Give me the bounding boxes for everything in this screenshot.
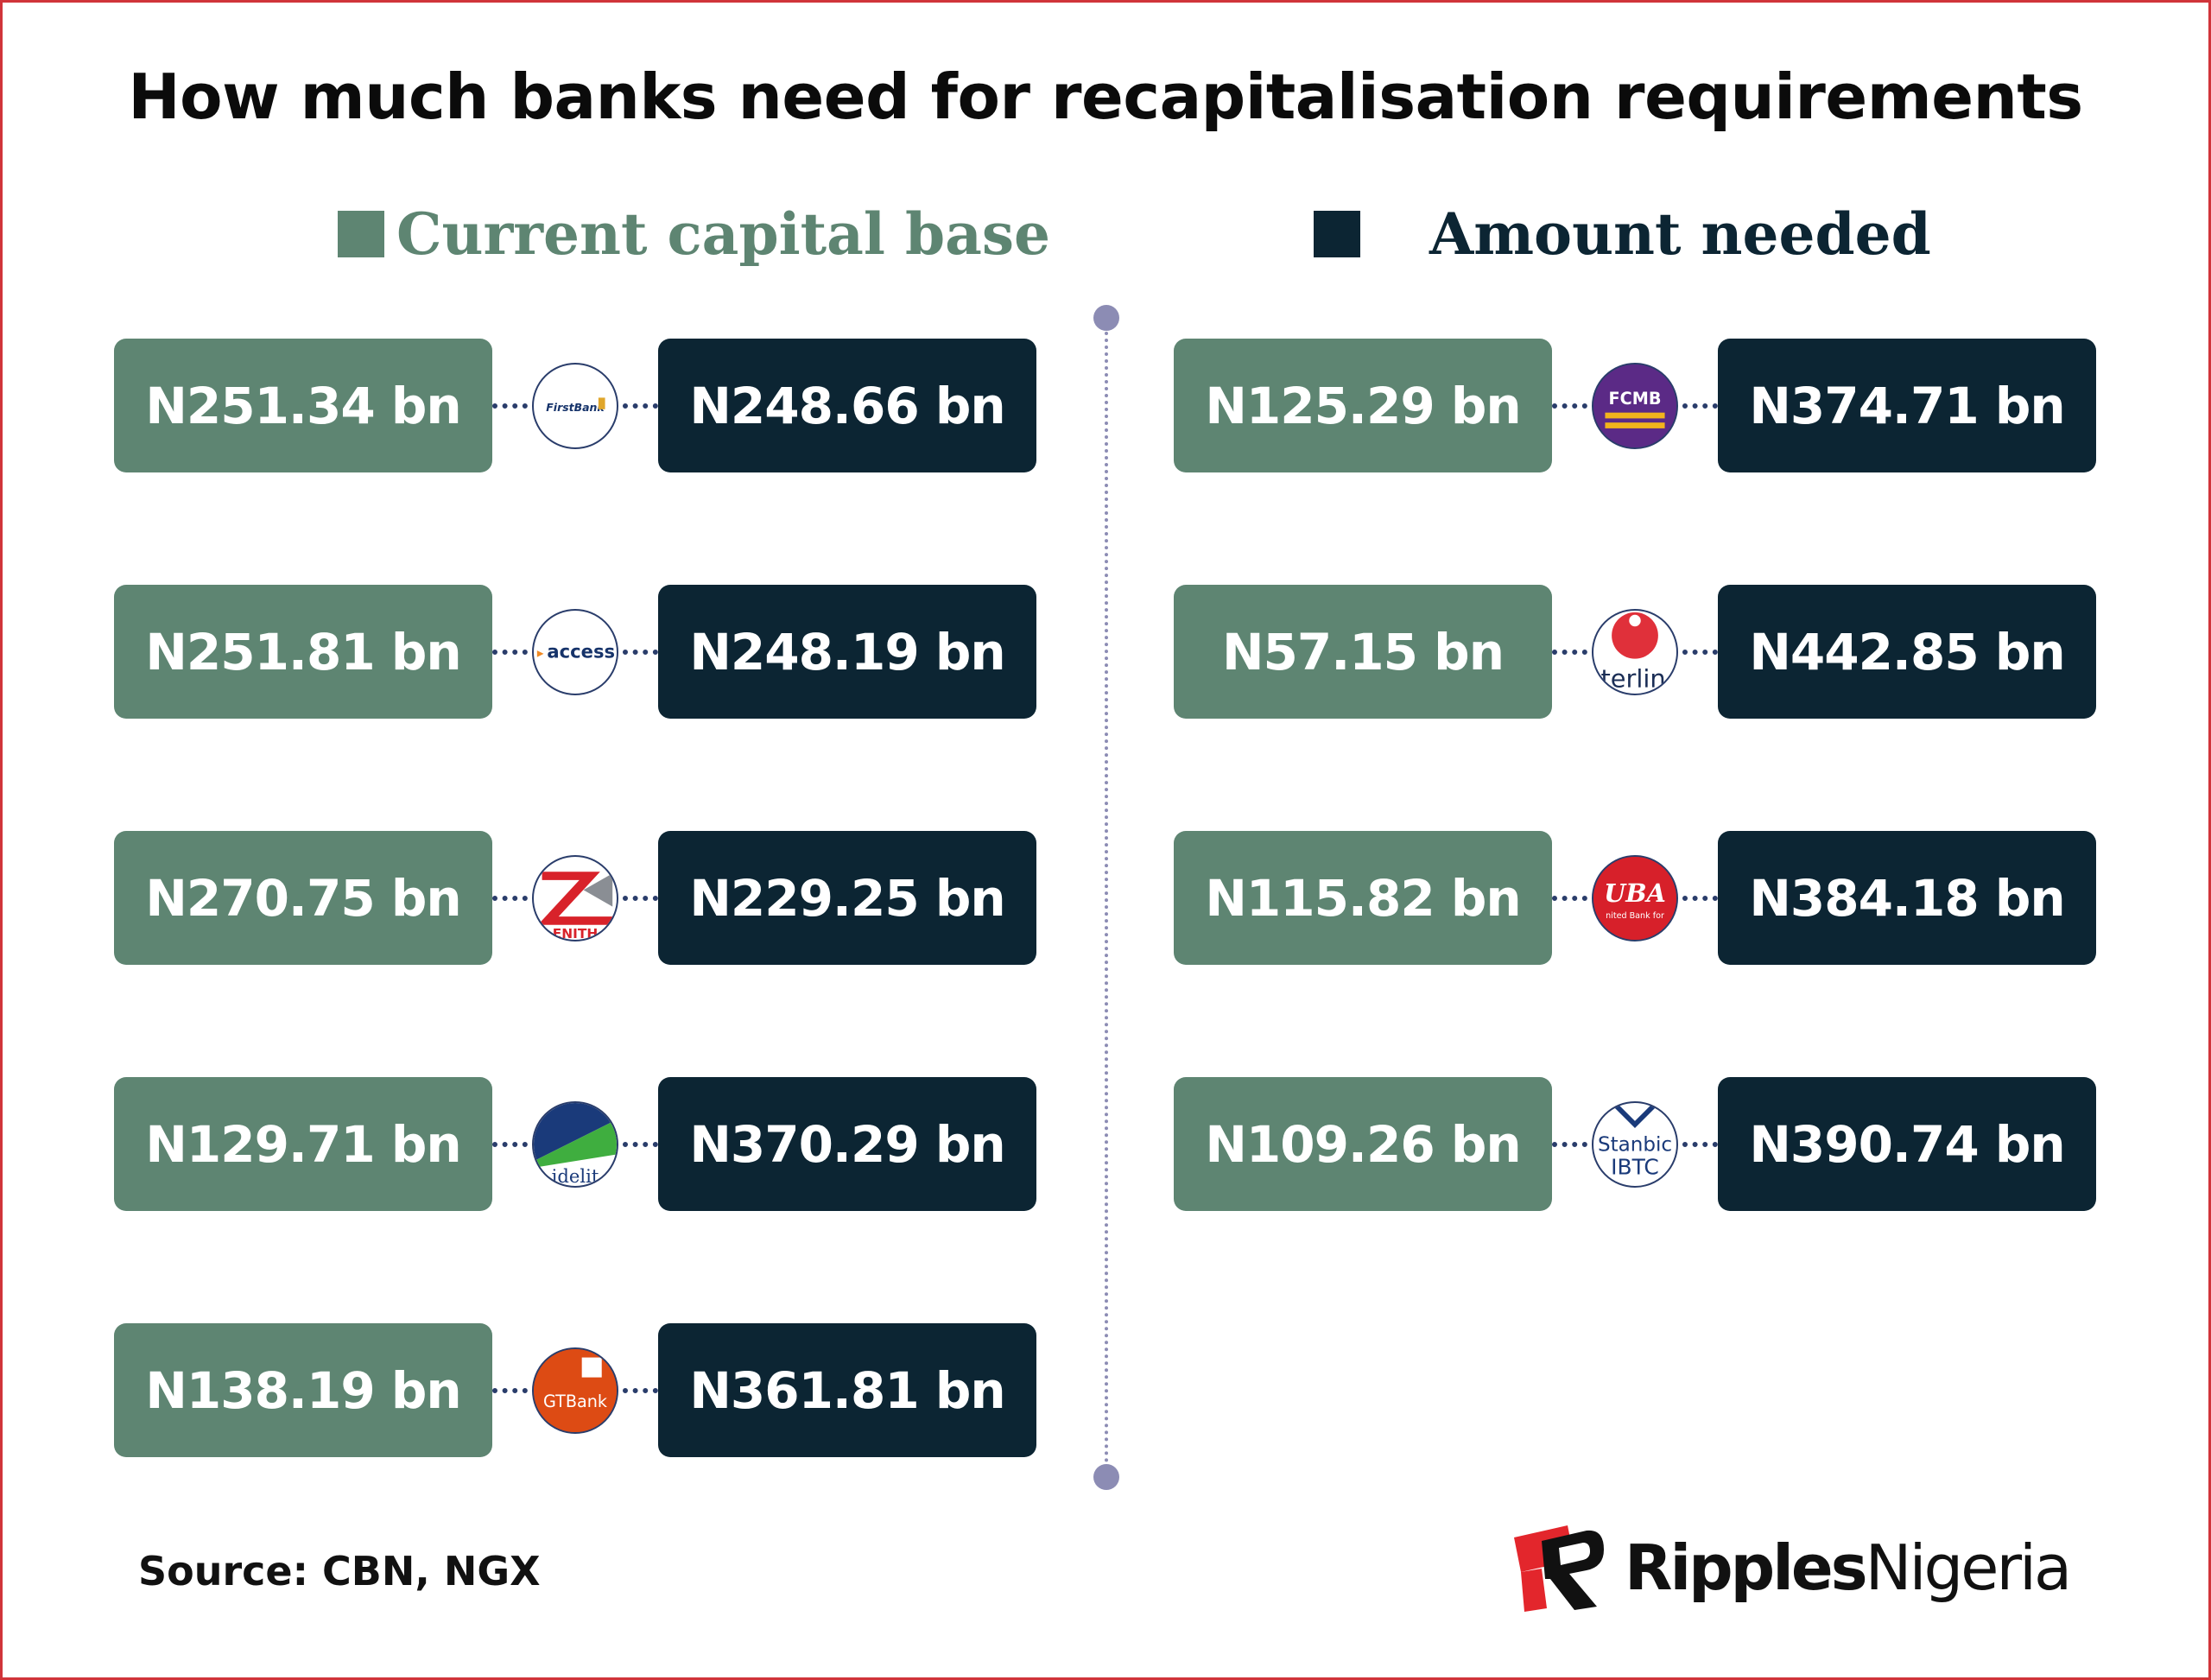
legend-label-current: Current capital base: [396, 200, 1051, 268]
legend-swatch-needed: [1314, 211, 1360, 257]
current-capital-value: N109.26 bn: [1174, 1077, 1552, 1211]
current-capital-value: N270.75 bn: [114, 831, 492, 965]
amount-needed-value: N248.66 bn: [658, 339, 1036, 472]
brand-name-part1: Ripples: [1625, 1531, 1868, 1604]
amount-needed-value: N374.71 bn: [1718, 339, 2096, 472]
amount-needed-value: N370.29 bn: [658, 1077, 1036, 1211]
logo-text: UBA: [1604, 878, 1666, 908]
divider-top-dot: [1093, 305, 1119, 331]
amount-needed-value: N384.18 bn: [1718, 831, 2096, 965]
amount-needed-value: N229.25 bn: [658, 831, 1036, 965]
current-capital-value: N251.81 bn: [114, 585, 492, 719]
stanbic-logo-icon: Stanbic IBTC: [1592, 1101, 1678, 1188]
zenith-logo-icon: ENITH: [532, 855, 618, 941]
amount-needed-value: N361.81 bn: [658, 1323, 1036, 1457]
column-divider: [1105, 318, 1108, 1477]
logo-subtext: nited Bank for: [1606, 911, 1664, 921]
logo-text: access: [547, 641, 615, 662]
logo-text: ENITH: [553, 926, 598, 941]
current-capital-value: N125.29 bn: [1174, 339, 1552, 472]
source-note: Source: CBN, NGX: [138, 1548, 541, 1594]
current-capital-value: N115.82 bn: [1174, 831, 1552, 965]
logo-text: FCMB: [1609, 389, 1662, 409]
current-capital-value: N57.15 bn: [1174, 585, 1552, 719]
fidelity-logo-icon: idelit: [532, 1101, 618, 1188]
current-capital-value: N138.19 bn: [114, 1323, 492, 1457]
amount-needed-value: N248.19 bn: [658, 585, 1036, 719]
brand-logo: RipplesNigeria: [1507, 1522, 2073, 1613]
fcmb-logo-icon: FCMB: [1592, 363, 1678, 449]
brand-name: RipplesNigeria: [1625, 1531, 2073, 1604]
logo-text: idelit: [552, 1165, 599, 1187]
logo-text: FirstBank: [546, 401, 605, 414]
chart-title: How much banks need for recapitalisation…: [128, 60, 2083, 133]
logo-text: GTBank: [543, 1392, 608, 1411]
uba-logo-icon: UBA nited Bank for: [1592, 855, 1678, 941]
divider-bottom-dot: [1093, 1464, 1119, 1490]
current-capital-value: N251.34 bn: [114, 339, 492, 472]
brand-name-part2: Nigeria: [1865, 1531, 2073, 1604]
legend-amount-needed: Amount needed: [1314, 200, 1931, 268]
current-capital-value: N129.71 bn: [114, 1077, 492, 1211]
logo-subtext: IBTC: [1611, 1155, 1659, 1180]
ripples-r-logo-icon: [1514, 1525, 1604, 1612]
legend-swatch-current: [338, 211, 384, 257]
amount-needed-value: N390.74 bn: [1718, 1077, 2096, 1211]
logo-text: Stanbic: [1598, 1134, 1672, 1157]
legend-label-needed: Amount needed: [1429, 200, 1931, 268]
firstbank-logo-icon: FirstBank: [532, 363, 618, 449]
legend-current-capital: Current capital base: [338, 200, 1050, 268]
sterling-logo-icon: terlin: [1592, 609, 1678, 695]
access-logo-icon: access: [532, 609, 618, 695]
gtbank-logo-icon: GTBank: [532, 1347, 618, 1434]
amount-needed-value: N442.85 bn: [1718, 585, 2096, 719]
